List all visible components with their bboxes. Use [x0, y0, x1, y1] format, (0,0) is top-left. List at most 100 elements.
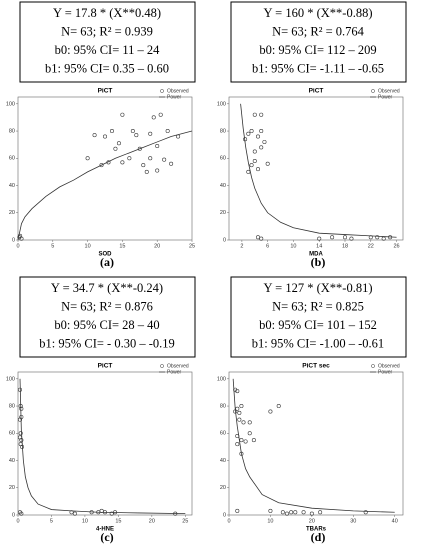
observed-point	[235, 442, 240, 447]
x-axis-label: MDA	[309, 252, 323, 258]
x-axis-label: 4-HNE	[96, 527, 114, 533]
x-tick-label: 0	[16, 518, 19, 524]
x-tick-label: 10	[82, 518, 88, 524]
x-tick-label: 15	[119, 243, 125, 249]
legend-marker	[160, 89, 164, 93]
observed-point	[148, 131, 153, 136]
observed-point	[309, 511, 314, 516]
observed-point	[289, 510, 294, 515]
panel-label: (d)	[311, 530, 326, 544]
observed-point	[130, 129, 135, 134]
x-tick-label: 20	[309, 518, 315, 524]
legend-label: Observed	[378, 88, 400, 94]
x-tick-label: 0	[16, 243, 19, 249]
observed-point	[239, 404, 244, 409]
y-tick-label: 60	[220, 431, 226, 437]
observed-point	[276, 404, 281, 409]
plot-frame	[17, 371, 193, 516]
y-tick-label: 0	[12, 512, 15, 518]
equation-line: b0: 95% CI= 28 – 40	[54, 318, 159, 332]
equation-box	[230, 276, 407, 358]
plot-title: PiCT	[309, 88, 324, 95]
equation-line: b0: 95% CI= 112 – 209	[259, 43, 376, 57]
observed-point	[284, 511, 289, 516]
equation-line: Y = 17.8 * (X**0.48)	[53, 6, 161, 20]
observed-point	[363, 510, 368, 515]
y-tick-label: 0	[223, 512, 226, 518]
observed-point	[19, 511, 24, 516]
equation-line: N= 63; R² = 0.876	[61, 299, 153, 313]
y-tick-label: 100	[6, 101, 15, 107]
plot-title: PiCT	[98, 363, 113, 370]
y-tick-label: 60	[9, 156, 15, 162]
observed-point	[259, 129, 264, 134]
y-tick-label: 0	[223, 237, 226, 243]
legend-marker	[371, 89, 375, 93]
x-tick-label: 5	[50, 518, 53, 524]
observed-point	[317, 236, 322, 241]
legend-label: Power	[378, 94, 393, 100]
observed-point	[318, 510, 323, 515]
observed-point	[247, 420, 252, 425]
observed-point	[239, 438, 244, 443]
power-fit-curve	[240, 103, 397, 238]
y-tick-label: 40	[9, 183, 15, 189]
equation-line: b0: 95% CI= 11 – 24	[55, 43, 161, 57]
legend-label: Observed	[167, 363, 189, 369]
y-tick-label: 40	[220, 458, 226, 464]
equation-line: N= 63; R² = 0.764	[272, 24, 365, 38]
observed-point	[165, 129, 170, 134]
observed-point	[116, 141, 121, 146]
observed-point	[375, 235, 380, 240]
observed-point	[127, 156, 132, 161]
x-tick-label: 22	[368, 243, 374, 249]
equation-box	[230, 1, 407, 83]
observed-point	[109, 511, 114, 516]
observed-point	[280, 510, 285, 515]
observed-point	[103, 134, 108, 139]
observed-point	[99, 163, 104, 168]
x-tick-label: 10	[267, 518, 273, 524]
x-tick-label: 26	[393, 243, 399, 249]
equation-line: b0: 95% CI= 101 – 152	[259, 318, 377, 332]
x-tick-label: 30	[350, 518, 356, 524]
plot-title: PiCT sec	[302, 363, 330, 370]
y-tick-label: 100	[217, 376, 226, 382]
observed-point	[255, 167, 260, 172]
legend-label: Observed	[378, 363, 400, 369]
y-tick-label: 80	[220, 404, 226, 410]
observed-point	[109, 129, 114, 134]
y-tick-label: 40	[220, 183, 226, 189]
observed-point	[158, 112, 163, 117]
plot-frame	[228, 96, 404, 241]
observed-point	[247, 431, 252, 436]
y-tick-label: 20	[220, 485, 226, 491]
x-tick-label: 6	[266, 243, 269, 249]
equation-box	[19, 276, 196, 358]
observed-point	[301, 510, 306, 515]
observed-point	[134, 133, 139, 138]
observed-point	[169, 161, 174, 166]
y-tick-label: 60	[220, 156, 226, 162]
observed-point	[235, 508, 240, 513]
y-tick-label: 100	[217, 101, 226, 107]
y-tick-label: 20	[220, 210, 226, 216]
legend-marker	[371, 364, 375, 368]
y-tick-label: 60	[9, 431, 15, 437]
x-tick-label: 25	[182, 518, 188, 524]
x-tick-label: 40	[392, 518, 398, 524]
observed-point	[18, 431, 23, 436]
observed-point	[249, 129, 254, 134]
observed-point	[85, 156, 90, 161]
observed-point	[148, 156, 153, 161]
observed-point	[255, 235, 260, 240]
plot-frame	[17, 96, 193, 241]
observed-point	[18, 510, 23, 515]
power-fit-curve	[19, 378, 186, 515]
observed-point	[235, 389, 240, 394]
observed-point	[262, 139, 267, 144]
observed-point	[19, 236, 24, 241]
legend-label: Power	[167, 369, 182, 375]
y-tick-label: 80	[9, 404, 15, 410]
